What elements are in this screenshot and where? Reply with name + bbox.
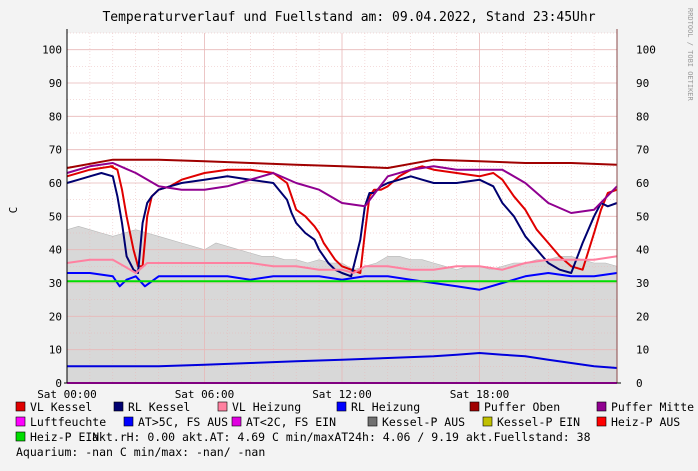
y-tick-label-right: 80 <box>636 110 649 123</box>
axes <box>64 29 621 384</box>
legend-swatch <box>336 401 347 412</box>
legend-label: VL Heizung <box>232 400 301 414</box>
y-tick-label-left: 90 <box>49 77 62 90</box>
grid-lines <box>66 32 618 384</box>
y-tick-label-left: 60 <box>49 177 62 190</box>
legend-label: Puffer Oben <box>484 400 560 414</box>
y-tick-label-right: 50 <box>636 210 649 223</box>
legend-label: Kessel-P EIN <box>497 415 580 429</box>
y-tick-label-right: 90 <box>636 77 649 90</box>
series-lines <box>66 158 618 384</box>
legend-label: Puffer Mitte <box>611 400 694 414</box>
y-tick-label-right: 10 <box>636 344 649 357</box>
x-tick-label: Sat 12:00 <box>312 388 372 401</box>
legend-label: Heiz-P AUS <box>611 415 680 429</box>
y-tick-label-left: 50 <box>49 210 62 223</box>
legend: VL Kessel RL Kessel VL Heizung RL Heizung Pu… <box>15 400 694 444</box>
y-tick-label-right: 0 <box>636 377 643 390</box>
legend-label: VL Kessel <box>30 400 92 414</box>
legend-swatch <box>123 416 134 427</box>
legend-swatch <box>15 431 26 442</box>
legend-swatch <box>217 401 228 412</box>
y-axis-label: C <box>7 207 20 214</box>
legend-swatch <box>15 401 26 412</box>
legend-label: AT>5C, FS AUS <box>138 415 228 429</box>
legend-label: RL Kessel <box>128 400 190 414</box>
x-tick-label: Sat 00:00 <box>37 388 97 401</box>
series-line-at-5c-fs-aus <box>67 352 618 369</box>
legend-swatch <box>596 401 607 412</box>
series-line-rl-heizung <box>67 272 618 291</box>
y-tick-label-right: 100 <box>636 44 656 57</box>
chart-title: Temperaturverlauf und Fuellstand am: 09.… <box>102 10 595 25</box>
watermark: RRDTOOL / TOBI OETIKER <box>686 8 694 102</box>
y-tick-label-left: 10 <box>49 344 62 357</box>
y-tick-label-left: 40 <box>49 244 62 257</box>
series-line-puffer-mitte <box>66 162 618 214</box>
legend-label: AT<2C, FS EIN <box>246 415 336 429</box>
legend-swatch <box>596 416 607 427</box>
legend-swatch <box>231 416 242 427</box>
y-tick-label-right: 40 <box>636 244 649 257</box>
y-tick-label-right: 30 <box>636 277 649 290</box>
legend-swatch <box>15 416 26 427</box>
x-tick-label: Sat 06:00 <box>175 388 235 401</box>
series-line-vl-heizung <box>66 255 618 274</box>
y-tick-label-left: 0 <box>55 377 62 390</box>
y-tick-label-right: 20 <box>636 310 649 323</box>
series-line-rl-kessel <box>66 172 618 278</box>
status-line-1: akt.rH: 0.00 akt.AT: 4.69 C min/maxAT24h… <box>92 430 591 444</box>
legend-label: RL Heizung <box>351 400 420 414</box>
legend-label: Kessel-P AUS <box>382 415 465 429</box>
legend-swatch <box>482 416 493 427</box>
legend-label: Heiz-P EIN <box>30 430 99 444</box>
legend-label: Luftfeuchte <box>30 415 106 429</box>
status-line-2: Aquarium: -nan C min/max: -nan/ -nan <box>16 445 265 459</box>
legend-swatch <box>367 416 378 427</box>
tick-labels: 0 0 10 10 20 20 30 30 40 40 50 50 60 60 70 70 80 80 90 90 10… <box>37 44 656 401</box>
y-tick-label-left: 100 <box>42 44 62 57</box>
y-tick-label-left: 20 <box>49 310 62 323</box>
legend-swatch <box>113 401 124 412</box>
y-tick-label-left: 30 <box>49 277 62 290</box>
y-tick-label-right: 60 <box>636 177 649 190</box>
legend-swatch <box>469 401 480 412</box>
y-tick-label-left: 80 <box>49 110 62 123</box>
y-tick-label-right: 70 <box>636 144 649 157</box>
x-tick-label: Sat 18:00 <box>450 388 510 401</box>
y-tick-label-left: 70 <box>49 144 62 157</box>
series-line-puffer-oben <box>66 158 618 169</box>
